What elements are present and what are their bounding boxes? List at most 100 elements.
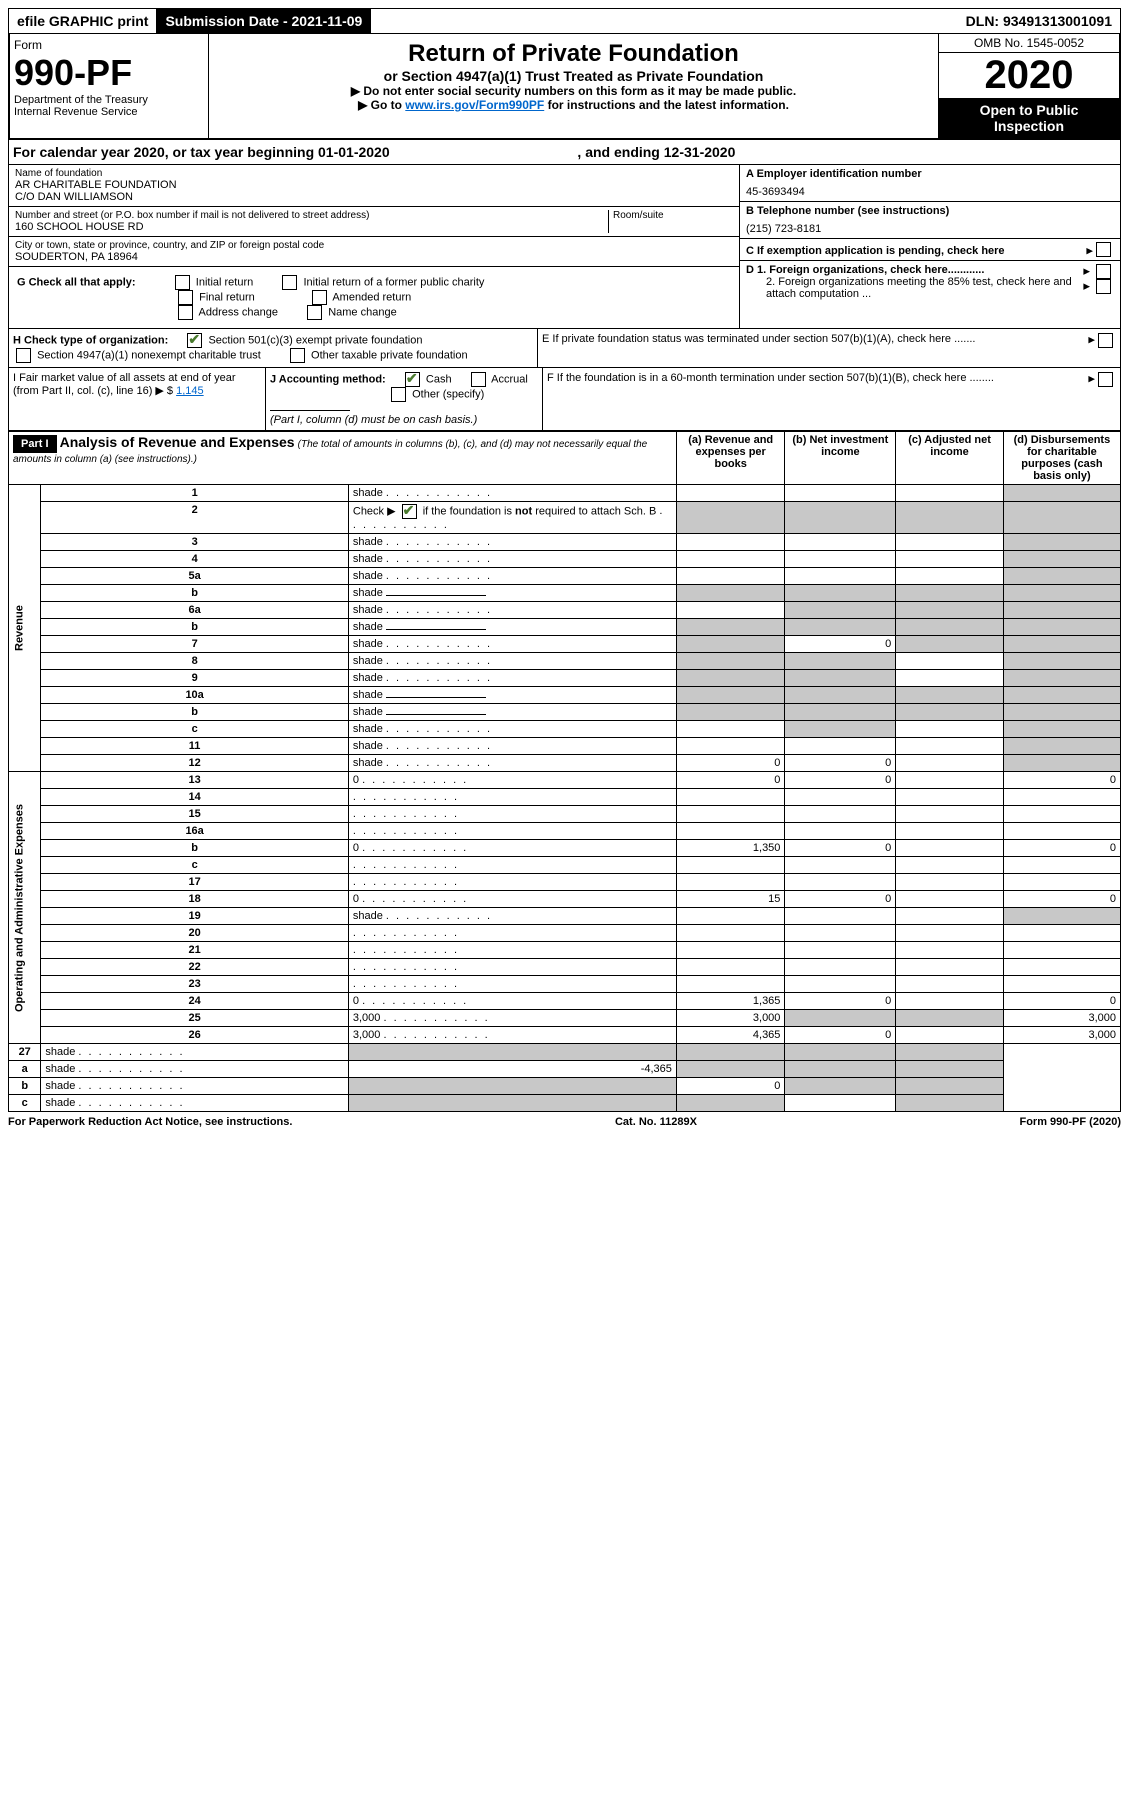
f-checkbox[interactable] [1098, 372, 1113, 387]
value-cell [1003, 976, 1120, 993]
table-row: 14 [9, 789, 1121, 806]
row-number: 6a [41, 602, 349, 619]
value-cell [348, 1095, 676, 1112]
calendar-year-row: For calendar year 2020, or tax year begi… [8, 140, 1121, 165]
schb-checkbox[interactable] [402, 504, 417, 519]
accrual-checkbox[interactable] [471, 372, 486, 387]
value-cell [785, 874, 896, 891]
table-row: 240 1,36500 [9, 993, 1121, 1010]
value-cell [785, 568, 896, 585]
value-cell: 3,000 [1003, 1027, 1120, 1044]
table-row: bshade 0 [9, 1078, 1121, 1095]
table-row: 20 [9, 925, 1121, 942]
fmv-value[interactable]: 1,145 [176, 385, 204, 397]
row-number: 17 [41, 874, 349, 891]
g-opt-2: Final return [199, 291, 255, 303]
value-cell: 0 [785, 772, 896, 789]
value-cell [896, 772, 1004, 789]
table-row: cshade [9, 721, 1121, 738]
value-cell [896, 502, 1004, 534]
value-cell [1003, 585, 1120, 602]
page-footer: For Paperwork Reduction Act Notice, see … [8, 1112, 1121, 1128]
row-number: 25 [41, 1010, 349, 1027]
value-cell [785, 585, 896, 602]
value-cell [785, 721, 896, 738]
g-opt-5: Name change [328, 306, 397, 318]
d1-checkbox[interactable] [1096, 264, 1111, 279]
row-number: 27 [9, 1044, 41, 1061]
h3-checkbox[interactable] [290, 348, 305, 363]
value-cell [676, 602, 785, 619]
row-description: shade [348, 738, 676, 755]
table-row: bshade [9, 585, 1121, 602]
value-cell [785, 789, 896, 806]
value-cell [785, 857, 896, 874]
row-description: shade [348, 619, 676, 636]
value-cell [1003, 653, 1120, 670]
value-cell [1003, 806, 1120, 823]
value-cell: 0 [785, 891, 896, 908]
value-cell: 0 [785, 636, 896, 653]
row-number: 18 [41, 891, 349, 908]
value-cell [676, 857, 785, 874]
h2-checkbox[interactable] [16, 348, 31, 363]
row-description: shade [41, 1061, 349, 1078]
form-subtitle: or Section 4947(a)(1) Trust Treated as P… [215, 68, 932, 84]
d2-checkbox[interactable] [1096, 279, 1111, 294]
row-description: shade [348, 687, 676, 704]
cash-checkbox[interactable] [405, 372, 420, 387]
table-row: 6ashade [9, 602, 1121, 619]
value-cell [896, 908, 1004, 925]
value-cell [785, 908, 896, 925]
value-cell: 3,000 [1003, 1010, 1120, 1027]
row-description: Check ▶ if the foundation is not require… [348, 502, 676, 534]
address-change-checkbox[interactable] [178, 305, 193, 320]
g-label: G Check all that apply: [17, 276, 136, 288]
value-cell: 0 [676, 1078, 785, 1095]
table-row: 180 1500 [9, 891, 1121, 908]
col-a-header: (a) Revenue and expenses per books [676, 432, 785, 485]
e-checkbox[interactable] [1098, 333, 1113, 348]
instr-2-post: for instructions and the latest informat… [544, 98, 789, 112]
foundation-name-2: C/O DAN WILLIAMSON [15, 191, 733, 203]
value-cell [1003, 502, 1120, 534]
initial-return-checkbox[interactable] [175, 275, 190, 290]
amended-return-checkbox[interactable] [312, 290, 327, 305]
cal-begin: 01-01-2020 [318, 144, 390, 160]
value-cell: 0 [785, 840, 896, 857]
table-row: 3shade [9, 534, 1121, 551]
check-grid-2: I Fair market value of all assets at end… [8, 368, 1121, 431]
initial-former-checkbox[interactable] [282, 275, 297, 290]
instructions-link[interactable]: www.irs.gov/Form990PF [405, 98, 544, 112]
value-cell [896, 806, 1004, 823]
value-cell [896, 942, 1004, 959]
omb-number: OMB No. 1545-0052 [939, 34, 1119, 53]
value-cell [676, 704, 785, 721]
value-cell [785, 976, 896, 993]
value-cell [348, 1044, 676, 1061]
table-row: 2Check ▶ if the foundation is not requir… [9, 502, 1121, 534]
value-cell [896, 568, 1004, 585]
table-row: 253,000 3,0003,000 [9, 1010, 1121, 1027]
c-checkbox[interactable] [1096, 242, 1111, 257]
name-change-checkbox[interactable] [307, 305, 322, 320]
row-description [348, 942, 676, 959]
final-return-checkbox[interactable] [178, 290, 193, 305]
row-description: shade [348, 585, 676, 602]
value-cell [785, 534, 896, 551]
value-cell [1003, 755, 1120, 772]
efile-label[interactable]: efile GRAPHIC print [9, 9, 157, 33]
other-checkbox[interactable] [391, 387, 406, 402]
row-description: shade [348, 670, 676, 687]
j-label: J Accounting method: [270, 373, 386, 385]
table-row: 23 [9, 976, 1121, 993]
value-cell [676, 1061, 785, 1078]
row-description: shade [348, 485, 676, 502]
value-cell [676, 908, 785, 925]
street-address: 160 SCHOOL HOUSE RD [15, 221, 608, 233]
row-description: shade [41, 1078, 349, 1095]
h1-checkbox[interactable] [187, 333, 202, 348]
table-row: 4shade [9, 551, 1121, 568]
row-number: b [41, 840, 349, 857]
table-row: 9shade [9, 670, 1121, 687]
